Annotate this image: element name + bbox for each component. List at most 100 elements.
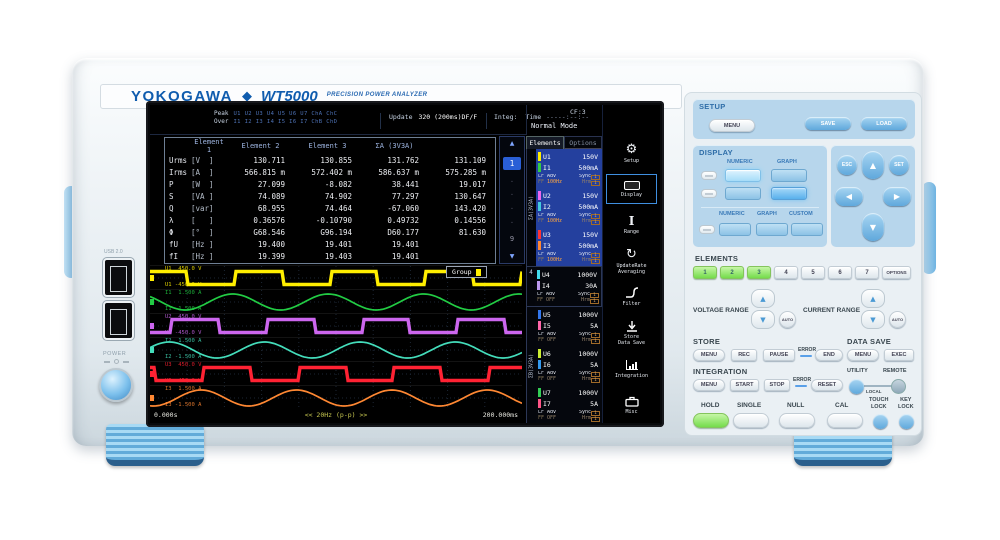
page-dot[interactable]: · [509, 219, 515, 228]
voltage-up-key[interactable]: ▲ [751, 289, 775, 308]
numeric-key-row3[interactable] [719, 223, 751, 236]
null-button[interactable] [779, 413, 815, 428]
element-options-key[interactable]: OPTIONS [882, 266, 911, 279]
display-indicator-1[interactable] [701, 171, 717, 180]
brand-logo: YOKOGAWA [131, 88, 234, 105]
touch-lock-label: TOUCH LOCK [869, 397, 889, 410]
model-name: WT5000 [261, 88, 318, 105]
store-pause-button[interactable]: PAUSE [763, 349, 795, 361]
element-item-u1[interactable]: U1 150V I1 500mA LF FF Adv 100Hz Sync Hrm 1 1 [536, 149, 602, 188]
element-key-7[interactable]: 7 [855, 266, 879, 279]
esc-button[interactable]: ESC [837, 155, 857, 175]
remote-label: REMOTE [883, 368, 907, 374]
table-row: λ[ ] 0.36576 -0.10790 0.49732 0.14556 [169, 216, 486, 226]
power-button[interactable] [99, 368, 133, 402]
tab-elements[interactable]: Elements [526, 136, 564, 149]
down-arrow-button[interactable]: ▼ [862, 213, 884, 241]
integration-stop-button[interactable]: STOP [764, 379, 790, 391]
table-header: ΣA (3V3A) [375, 142, 414, 150]
page-down-arrow[interactable]: ▼ [509, 253, 515, 260]
store-menu-button[interactable]: MENU [693, 349, 725, 361]
sidebar-item-misc[interactable]: Misc [603, 387, 660, 423]
time-end: 200.000ms [482, 411, 518, 419]
sidebar-item-display[interactable]: Display [603, 171, 660, 207]
element-key-3[interactable]: 3 [747, 266, 771, 279]
element-item-u3[interactable]: U3 150V I3 500mA LF FF Adv 100Hz Sync Hrm 1 1 [536, 227, 602, 266]
display-indicator-2[interactable] [701, 189, 717, 198]
group-selector[interactable]: Group [446, 266, 487, 278]
integration-reset-button[interactable]: RESET [811, 379, 843, 391]
page-current[interactable]: 1 [503, 156, 521, 170]
sidebar-item-setup[interactable]: ⚙ Setup [603, 135, 660, 171]
numeric-key-row2[interactable] [725, 187, 761, 200]
left-arrow-button[interactable]: ◀ [835, 187, 863, 206]
graph-key-row1[interactable] [771, 169, 807, 182]
right-arrow-button[interactable]: ▶ [883, 187, 911, 206]
current-up-key[interactable]: ▲ [861, 289, 885, 308]
cal-button[interactable] [827, 413, 863, 428]
element-key-4[interactable]: 4 [774, 266, 798, 279]
load-button[interactable]: LOAD [861, 117, 907, 130]
element-item-u6[interactable]: U6 1000V I6 5A LF FF Adv OFF Sync Hrm 1 1 [536, 346, 602, 385]
single-button[interactable] [733, 413, 769, 428]
page-last[interactable]: 9 [509, 235, 515, 244]
current-down-key[interactable]: ▼ [861, 310, 885, 329]
sidebar-item-store-data-save[interactable]: Store Data Save [603, 315, 660, 351]
element-item-u4[interactable]: U4 1000V I4 30A LF FF Adv OFF Sync Hrm 1 1 [535, 267, 601, 306]
page-dot[interactable]: · [509, 191, 515, 200]
utility-button[interactable] [849, 379, 864, 394]
current-range-rocker[interactable]: ▲ ▼ [861, 289, 885, 329]
numeric-label: NUMERIC [727, 159, 753, 165]
page-dot[interactable]: · [509, 205, 515, 214]
data-save-exec-button[interactable]: EXEC [884, 349, 914, 361]
sidebar-item-filter[interactable]: Filter [603, 279, 660, 315]
waveform-strip-u3: U3 450.0 V U3 -450.0 V [150, 361, 522, 386]
integration-error-label: ERROR [793, 377, 812, 383]
key-lock-button[interactable] [899, 414, 914, 429]
element-key-1[interactable]: 1 [693, 266, 717, 279]
voltage-auto-button[interactable]: AUTO [779, 311, 796, 328]
store-end-button[interactable]: END [815, 349, 843, 361]
scale-label-bottom: U1 -450.0 V [165, 281, 202, 288]
remote-button[interactable] [891, 379, 906, 394]
data-save-menu-button[interactable]: MENU [847, 349, 879, 361]
save-button[interactable]: SAVE [805, 117, 851, 130]
touch-lock-button[interactable] [873, 414, 888, 429]
element-item-u2[interactable]: U2 150V I2 500mA LF FF Adv 100Hz Sync Hrm 1 1 [536, 188, 602, 227]
sidebar-item-update-rate-averaging[interactable]: ↻ UpdateRate Averaging [603, 243, 660, 279]
element-key-5[interactable]: 5 [801, 266, 825, 279]
scale-label-top: U3 450.0 V [165, 362, 202, 368]
voltage-range-rocker[interactable]: ▲ ▼ [751, 289, 775, 329]
page-up-arrow[interactable]: ▲ [509, 140, 515, 147]
setup-menu-button[interactable]: MENU [709, 119, 755, 132]
range-icon: I [628, 214, 635, 228]
store-rec-button[interactable]: REC [731, 349, 757, 361]
table-header: Element 1 [194, 138, 224, 154]
graph-key-row3[interactable] [756, 223, 788, 236]
page-dot[interactable]: · [509, 177, 515, 186]
table-row: Urms [V ] 130.711 130.855 131.762 131.109 [169, 155, 486, 165]
current-auto-button[interactable]: AUTO [889, 311, 906, 328]
table-row: P [W ] 27.099 -8.082 38.441 19.017 [169, 179, 486, 189]
page-selector[interactable]: ▲ 1 · · · · 9 ▼ [499, 136, 525, 264]
sidebar-item-integration[interactable]: Integration [603, 351, 660, 387]
element-item-u5[interactable]: U5 1000V I5 5A LF FF Adv OFF Sync Hrm 1 1 [536, 307, 602, 346]
set-button[interactable]: SET [889, 155, 909, 175]
custom-key-row3[interactable] [791, 223, 823, 236]
element-item-u7[interactable]: U7 1000V I7 5A LF FF Adv OFF Sync Hrm 1 1 [536, 385, 602, 423]
numeric-key-row1[interactable] [725, 169, 761, 182]
element-key-6[interactable]: 6 [828, 266, 852, 279]
tab-options[interactable]: Options [564, 136, 602, 149]
current-range-label: CURRENT RANGE [803, 307, 861, 314]
element-key-2[interactable]: 2 [720, 266, 744, 279]
integration-title: INTEGRATION [693, 367, 748, 376]
sidebar-item-range[interactable]: I Range [603, 207, 660, 243]
custom-label: CUSTOM [789, 211, 813, 217]
integration-start-button[interactable]: START [730, 379, 759, 391]
integration-menu-button[interactable]: MENU [693, 379, 725, 391]
hold-button[interactable] [693, 413, 729, 428]
display-indicator-3[interactable] [699, 225, 715, 234]
up-arrow-button[interactable]: ▲ [862, 151, 884, 179]
voltage-down-key[interactable]: ▼ [751, 310, 775, 329]
graph-key-row2[interactable] [771, 187, 807, 200]
